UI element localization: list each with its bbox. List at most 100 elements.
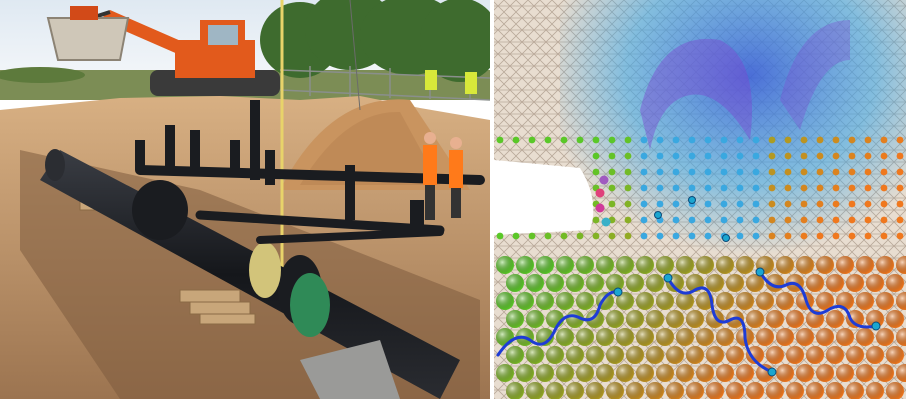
atom-highlight [596,256,614,274]
atom-highlight [756,328,774,346]
atom-highlight [706,346,724,364]
atom-highlight [726,382,744,399]
small-atom [624,232,632,240]
atom-highlight [846,346,864,364]
crane-bucket [46,17,130,61]
atom-highlight [896,292,906,310]
atom-highlight [566,274,584,292]
small-atom [784,152,792,160]
atom-highlight [816,256,834,274]
atom-highlight [716,256,734,274]
small-atom [672,136,680,144]
atom-highlight [746,346,764,364]
atom-highlight [536,256,554,274]
atom-highlight [566,346,584,364]
atom-highlight [896,256,906,274]
atom-highlight [626,310,644,328]
small-atom [736,200,744,208]
atom-highlight [576,328,594,346]
small-atom [528,232,536,240]
small-atom [656,152,664,160]
wave-right [758,270,878,329]
main-pipe [40,149,460,399]
atom-highlight [716,328,734,346]
small-atom [832,184,840,192]
small-atom [672,168,680,176]
atom-highlight [736,364,754,382]
small-atom [768,216,776,224]
atom-highlight [706,382,724,399]
small-atom [704,200,712,208]
small-atom [640,152,648,160]
atom-highlight [776,256,794,274]
small-atom [704,152,712,160]
atom-highlight [876,256,894,274]
atom-highlight [676,328,694,346]
small-atom [784,136,792,144]
atom-highlight [536,364,554,382]
atomic-lattice-simulation [494,0,906,399]
atom-highlight [826,274,844,292]
small-atom [720,216,728,224]
photo-scene [0,0,490,399]
small-atom [528,136,536,144]
small-atom [688,136,696,144]
atom-highlight [606,346,624,364]
small-atom [656,200,664,208]
small-atom [848,216,856,224]
small-atom [896,232,904,240]
wave-middle [666,276,774,374]
small-atom [752,216,760,224]
crack-tip-atom [595,203,605,213]
atom-highlight [546,274,564,292]
small-atom [624,200,632,208]
small-atom [576,232,584,240]
strain-field [560,0,906,300]
atom-highlight [856,328,874,346]
small-atom [656,232,664,240]
atom-highlight [676,292,694,310]
small-atom [832,232,840,240]
small-atom [896,168,904,176]
small-atom [832,216,840,224]
small-atom [640,216,648,224]
atom-highlight [656,292,674,310]
small-atom [864,216,872,224]
atom-highlight [836,256,854,274]
crack-tip-atom [599,175,609,185]
small-atom [848,232,856,240]
small-atom [640,232,648,240]
atom-highlight [526,310,544,328]
small-atom [896,216,904,224]
small-atom [544,232,552,240]
small-atom [848,200,856,208]
small-atom [752,232,760,240]
small-atom [880,232,888,240]
atom-highlight [856,256,874,274]
small-atom [864,168,872,176]
atom-highlight [806,382,824,399]
tree-line [0,0,490,83]
atom-highlight [666,382,684,399]
atom-highlight [696,256,714,274]
small-atom [816,232,824,240]
atom-highlight [596,328,614,346]
atom-highlight [876,292,894,310]
small-atom [608,168,616,176]
atom-highlight [636,328,654,346]
small-atom [880,136,888,144]
atom-highlight [656,256,674,274]
atom-highlight [816,328,834,346]
small-atom [640,136,648,144]
small-atom [688,216,696,224]
atom-highlight [576,292,594,310]
atom-highlight [596,364,614,382]
atom-highlight [616,364,634,382]
small-atom [800,168,808,176]
atom-highlight [586,382,604,399]
atom-highlight [616,292,634,310]
atom-highlight [646,274,664,292]
atom-highlight [886,382,904,399]
small-atom [736,152,744,160]
atom-highlight [496,292,514,310]
